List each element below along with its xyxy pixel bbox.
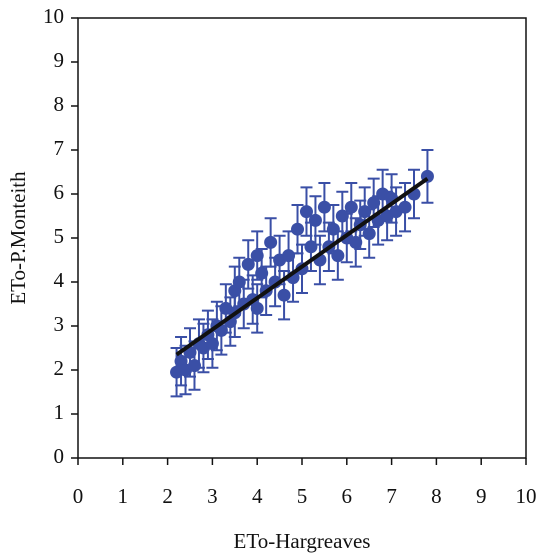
data-point <box>250 301 264 315</box>
x-axis-label: ETo-Hargreaves <box>234 529 371 553</box>
data-point <box>326 222 340 236</box>
x-tick-label: 3 <box>207 484 218 508</box>
y-tick-label: 7 <box>54 136 65 160</box>
data-point <box>250 249 264 263</box>
data-point <box>331 249 345 263</box>
data-point <box>335 209 349 223</box>
data-point <box>205 337 219 351</box>
data-point <box>367 196 381 210</box>
y-tick-label: 0 <box>54 444 65 468</box>
data-point <box>232 275 246 289</box>
y-tick-label: 3 <box>54 312 65 336</box>
plot-frame <box>77 17 527 459</box>
data-point <box>277 288 291 302</box>
y-tick-label: 6 <box>54 180 65 204</box>
x-tick-label: 5 <box>297 484 308 508</box>
y-tick-label: 1 <box>54 400 65 424</box>
x-tick-label: 0 <box>73 484 84 508</box>
data-point <box>241 257 255 271</box>
data-point <box>349 235 363 249</box>
y-tick-label: 2 <box>54 356 65 380</box>
x-tick-label: 1 <box>118 484 129 508</box>
x-tick-label: 7 <box>386 484 397 508</box>
data-point <box>358 205 372 219</box>
y-axis-label: ETo-P.Monteith <box>6 171 30 305</box>
data-point <box>317 200 331 214</box>
data-point <box>255 266 269 280</box>
data-point <box>362 227 376 241</box>
x-tick-label: 6 <box>342 484 353 508</box>
x-tick-label: 4 <box>252 484 263 508</box>
x-tick-label: 9 <box>476 484 487 508</box>
x-tick-label: 10 <box>516 484 537 508</box>
y-tick-label: 10 <box>43 4 64 28</box>
data-point <box>264 235 278 249</box>
data-point <box>308 213 322 227</box>
data-point <box>344 200 358 214</box>
data-point <box>398 200 412 214</box>
x-tick-label: 8 <box>431 484 442 508</box>
y-tick-label: 5 <box>54 224 65 248</box>
data-point <box>299 205 313 219</box>
y-tick-label: 9 <box>54 48 65 72</box>
data-point <box>291 222 305 236</box>
trend-line <box>175 176 429 357</box>
data-point <box>187 359 201 373</box>
y-tick-label: 4 <box>54 268 65 292</box>
y-tick-label: 8 <box>54 92 65 116</box>
x-tick-label: 2 <box>162 484 173 508</box>
data-point <box>304 240 318 254</box>
data-point <box>282 249 296 263</box>
